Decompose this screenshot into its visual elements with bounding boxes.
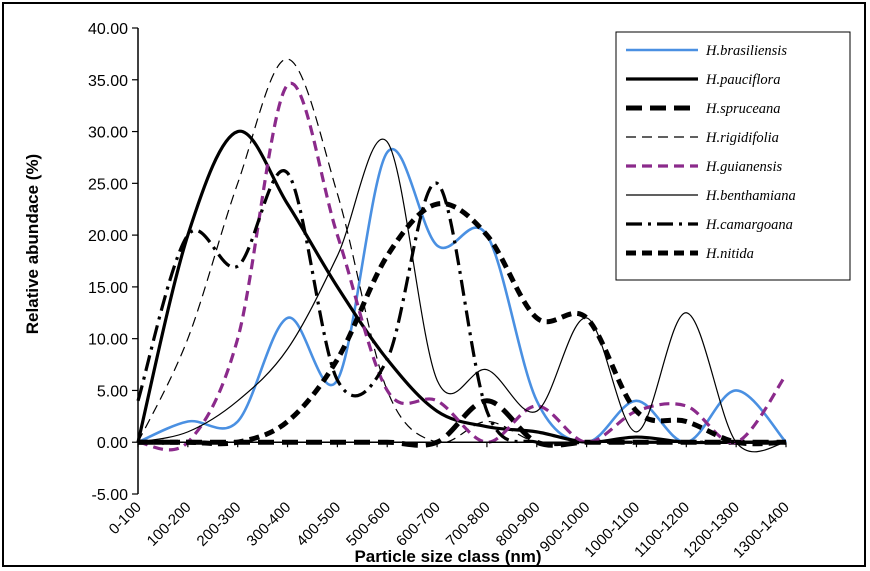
y-tick-label: -5.00	[92, 487, 129, 504]
axes	[137, 28, 786, 494]
series-line-h-guianensis	[137, 81, 788, 452]
x-tick-label: 600-700	[393, 499, 444, 550]
legend-item: H.pauciflora	[626, 72, 781, 88]
legend-item: H.benthamiana	[626, 188, 796, 204]
x-tick-label: 100-200	[144, 499, 195, 550]
series-line-h-benthamiana	[137, 138, 787, 453]
legend-item: H.guianensis	[626, 159, 782, 175]
y-tick-label: 15.00	[88, 280, 128, 297]
legend-label: H.spruceana	[705, 101, 781, 117]
legend: H.brasiliensis H.pauciflora H.spruceana H.r…	[615, 31, 851, 281]
legend-label: H.pauciflora	[705, 72, 781, 88]
legend-label: H.nitida	[705, 246, 754, 262]
x-tick-label: 500-600	[343, 499, 394, 550]
x-tick-label: 0-100	[106, 499, 145, 538]
legend-box	[615, 31, 851, 281]
y-tick-label: 25.00	[88, 176, 128, 193]
y-tick-label: 10.00	[88, 332, 128, 349]
legend-label: H.benthamiana	[705, 188, 796, 204]
legend-label: H.camargoana	[705, 217, 793, 233]
x-tick-label: 400-500	[293, 499, 344, 550]
legend-item: H.camargoana	[626, 217, 793, 233]
series-line-h-brasiliensis	[137, 147, 787, 444]
series-line-h-nitida	[138, 201, 787, 447]
series-line-h-pauciflora	[136, 129, 786, 445]
x-axis-title: Particle size class (nm)	[354, 547, 541, 566]
x-tick-label: 200-300	[194, 499, 245, 550]
y-tick-label: 30.00	[88, 125, 128, 142]
legend-label: H.guianensis	[705, 159, 782, 175]
legend-item: H.nitida	[626, 246, 754, 262]
x-tick-label: 800-900	[493, 499, 544, 550]
legend-item: H.brasiliensis	[626, 43, 787, 59]
x-tick-label: 700-800	[443, 499, 494, 550]
y-tick-label: 35.00	[88, 73, 128, 90]
legend-label: H.rigidifolia	[705, 130, 779, 146]
y-tick-label: 40.00	[88, 21, 128, 38]
legend-item: H.rigidifolia	[626, 130, 779, 146]
y-axis-title: Relative abundace (%)	[23, 154, 42, 334]
legend-label: H.brasiliensis	[705, 43, 787, 59]
line-chart: -5.00 0.00 5.00 10.00 15.00 20.00 25.00 30.00 35…	[23, 21, 851, 566]
legend-item: H.spruceana	[626, 101, 781, 117]
y-tick-label: 0.00	[97, 435, 128, 452]
x-tick-label: 300-400	[243, 499, 294, 550]
y-tick-label: 20.00	[88, 228, 128, 245]
y-tick-label: 5.00	[97, 383, 128, 400]
